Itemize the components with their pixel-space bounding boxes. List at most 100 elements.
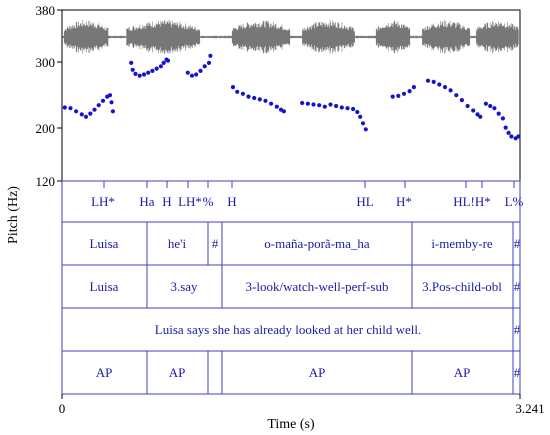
pitch-point-68	[454, 93, 459, 98]
tone-label-7: HL	[356, 194, 373, 209]
pitch-point-1	[62, 105, 67, 110]
phrase-tier-boundaries	[146, 351, 514, 394]
pitch-point-7	[92, 107, 97, 112]
tone-label-10: L%	[505, 194, 524, 209]
tone-label-5: %	[203, 194, 214, 209]
tone-tier-ticks	[103, 181, 515, 188]
y-tick-label-200: 200	[36, 121, 56, 136]
pitch-point-25	[165, 58, 171, 63]
pitch-point-2	[68, 106, 73, 111]
pitch-point-57	[363, 127, 368, 132]
pitch-point-49	[328, 102, 333, 107]
pitch-point-62	[411, 85, 416, 90]
word-boundary-1: #	[212, 236, 219, 251]
waveform-trace	[62, 20, 519, 54]
gloss-boundary: #	[514, 279, 521, 294]
pitch-point-14	[129, 60, 134, 65]
gloss-4: 3.Pos-child-obl	[422, 279, 502, 294]
pitch-point-70	[465, 103, 470, 109]
pitch-point-6	[88, 111, 93, 116]
pitch-point-80	[506, 130, 511, 135]
pitch-point-46	[311, 102, 316, 107]
pitch-point-22	[158, 64, 163, 69]
pitch-point-79	[503, 125, 508, 130]
pitch-point-36	[246, 94, 251, 99]
phrase-boundary: #	[514, 365, 521, 380]
word-1: Luisa	[90, 236, 119, 251]
pitch-point-21	[154, 66, 159, 71]
y-tick-label-380: 380	[36, 3, 56, 18]
pitch-point-26	[185, 70, 190, 75]
pitch-point-20	[150, 68, 155, 73]
word-3: o-maña-porã-ma_ha	[264, 236, 370, 251]
pitch-point-39	[263, 98, 268, 103]
translation-text: Luisa says she has already looked at her…	[155, 322, 421, 337]
pitch-point-59	[396, 93, 401, 98]
pitch-point-75	[488, 103, 493, 109]
pitch-point-56	[360, 121, 366, 126]
pitch-point-4	[79, 112, 84, 117]
pitch-point-47	[317, 103, 322, 108]
pitch-point-29	[198, 68, 203, 73]
pitch-point-72	[475, 112, 480, 117]
pitch-point-60	[401, 91, 407, 96]
word-boundary-2: #	[514, 236, 521, 251]
x-tick-label-end: 3.241	[515, 401, 544, 416]
y-axis-label: Pitch (Hz)	[6, 186, 21, 244]
pitch-point-83	[516, 134, 521, 139]
gloss-3: 3-look/watch-well-perf-sub	[246, 279, 389, 294]
pitch-point-71	[471, 108, 476, 113]
pitch-point-11	[107, 93, 113, 98]
y-tick-label-120: 120	[36, 174, 56, 189]
pitch-point-48	[322, 104, 327, 109]
tone-label-4: LH*	[178, 194, 202, 209]
phrase-tier-frame	[61, 350, 521, 395]
tone-tier-frame	[61, 180, 521, 223]
tone-label-9: HL!H*	[453, 194, 491, 209]
gloss-2: 3.say	[170, 279, 198, 294]
pitch-point-69	[459, 98, 464, 103]
tone-label-2: Ha	[139, 194, 154, 209]
pitch-point-74	[483, 101, 488, 106]
pitch-point-37	[252, 95, 257, 101]
pitch-point-44	[300, 100, 305, 106]
gloss-1: Luisa	[90, 279, 119, 294]
word-4: i-memby-re	[431, 236, 493, 251]
pitch-point-9	[100, 98, 106, 103]
pitch-point-16	[133, 71, 138, 76]
pitch-point-30	[202, 64, 207, 69]
pitch-point-63	[425, 78, 431, 83]
pitch-point-65	[437, 82, 442, 87]
pitch-point-15	[130, 67, 135, 72]
pitch-point-23	[161, 60, 166, 65]
tone-label-8: H*	[396, 194, 412, 209]
pitch-point-64	[431, 79, 436, 84]
pitch-point-53	[351, 106, 356, 112]
pitch-point-32	[208, 53, 213, 58]
phrase-3: AP	[309, 365, 326, 380]
pitch-point-34	[235, 89, 240, 94]
pitch-point-40	[269, 101, 274, 106]
phrase-2: AP	[169, 365, 186, 380]
pitch-point-12	[109, 100, 114, 105]
pitch-point-38	[257, 97, 262, 102]
tone-label-6: H	[227, 194, 236, 209]
gloss-tier-boundaries	[146, 265, 514, 308]
word-tier-boundaries	[146, 222, 514, 265]
x-axis-label: Time (s)	[267, 417, 315, 432]
pitch-point-5	[83, 114, 89, 119]
pitch-point-61	[407, 89, 412, 94]
pitch-point-35	[240, 91, 245, 96]
pitch-point-76	[492, 106, 497, 111]
pitch-point-67	[448, 88, 453, 93]
pitch-point-73	[478, 114, 483, 119]
phrase-1: AP	[96, 365, 113, 380]
pitch-point-27	[189, 73, 195, 78]
tone-label-3: H	[162, 194, 171, 209]
pitch-point-3	[74, 109, 79, 114]
pitch-point-31	[206, 60, 212, 65]
pitch-point-45	[305, 101, 310, 106]
pitch-point-55	[358, 114, 363, 119]
pitch-point-81	[509, 134, 514, 139]
